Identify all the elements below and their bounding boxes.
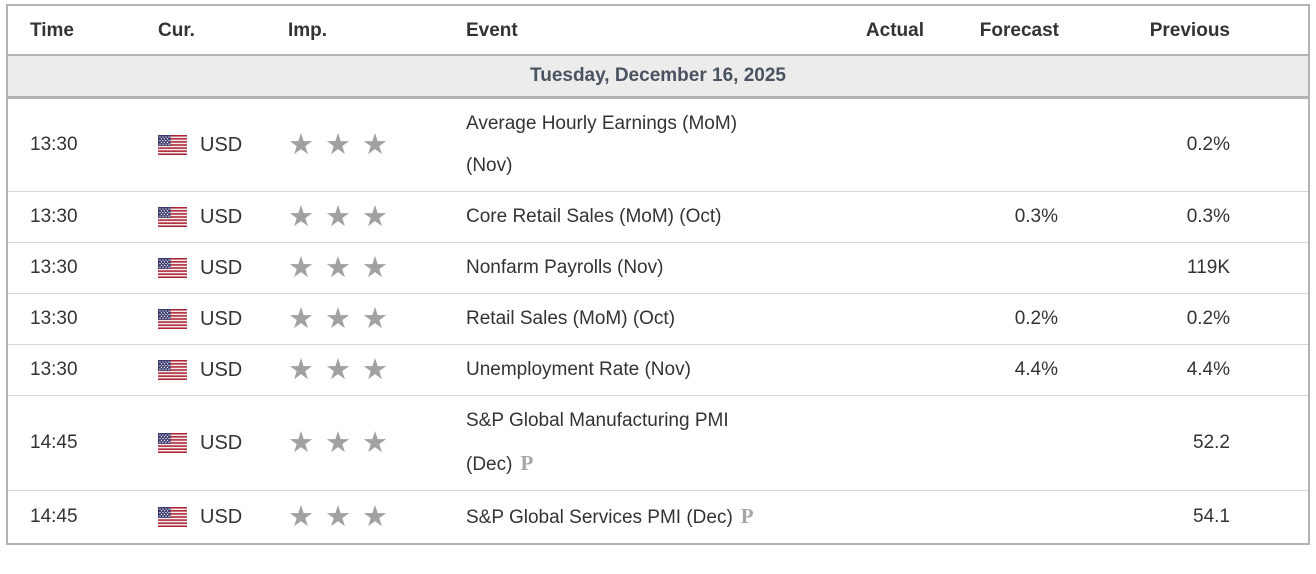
star-icon: ★ — [288, 426, 314, 459]
importance-rating: ★ ★ ★ — [288, 500, 399, 533]
currency-label: USD — [200, 134, 243, 156]
column-header-currency: Cur. — [128, 6, 258, 56]
event-row[interactable]: 13:30 USD ★ ★ ★ Core Retail Sales (MoM) (O… — [8, 191, 1308, 243]
star-icon: ★ — [288, 200, 314, 233]
column-header-previous: Previous — [1059, 6, 1308, 56]
column-header-forecast: Forecast — [924, 6, 1059, 56]
previous-value: 119K — [1059, 242, 1308, 294]
currency-label: USD — [200, 257, 243, 279]
star-icon: ★ — [325, 426, 351, 459]
star-icon: ★ — [325, 251, 351, 284]
event-time: 13:30 — [8, 97, 128, 192]
preliminary-icon: P — [520, 451, 534, 475]
importance-rating: ★ ★ ★ — [288, 302, 399, 335]
importance-rating: ★ ★ ★ — [288, 251, 399, 284]
currency-label: USD — [200, 359, 243, 381]
column-header-time: Time — [8, 6, 128, 56]
us-flag-icon — [158, 309, 187, 329]
star-icon: ★ — [288, 302, 314, 335]
us-flag-icon — [158, 433, 187, 453]
us-flag-icon — [158, 135, 187, 155]
event-time: 14:45 — [8, 395, 128, 491]
economic-calendar-table: Time Cur. Imp. Event Actual Forecast Pre… — [6, 4, 1310, 545]
column-header-importance: Imp. — [258, 6, 436, 56]
event-time: 13:30 — [8, 191, 128, 243]
forecast-value: 0.3% — [924, 191, 1059, 243]
actual-value — [824, 293, 924, 345]
event-time: 13:30 — [8, 344, 128, 396]
event-name[interactable]: S&P Global Services PMI (Dec) P — [466, 504, 754, 528]
calendar-header-row: Time Cur. Imp. Event Actual Forecast Pre… — [8, 6, 1308, 56]
event-time: 13:30 — [8, 242, 128, 294]
event-name[interactable]: Unemployment Rate (Nov) — [466, 359, 691, 380]
event-row[interactable]: 13:30 USD ★ ★ ★ Unemployment Rate (Nov) 4.… — [8, 344, 1308, 396]
preliminary-icon: P — [740, 504, 754, 528]
event-name[interactable]: S&P Global Manufacturing PMI (Dec) P — [466, 410, 729, 475]
us-flag-icon — [158, 207, 187, 227]
date-header-row: Tuesday, December 16, 2025 — [8, 55, 1308, 99]
importance-rating: ★ ★ ★ — [288, 426, 399, 459]
star-icon: ★ — [325, 128, 351, 161]
forecast-value: 4.4% — [924, 344, 1059, 396]
event-row[interactable]: 13:30 USD ★ ★ ★ Average Hourly Earnings (M… — [8, 97, 1308, 192]
column-header-event: Event — [436, 6, 824, 56]
previous-value: 0.3% — [1059, 191, 1308, 243]
previous-value: 0.2% — [1059, 293, 1308, 345]
previous-value: 52.2 — [1059, 395, 1308, 491]
currency-label: USD — [200, 308, 243, 330]
event-name[interactable]: Average Hourly Earnings (MoM) (Nov) — [466, 113, 738, 176]
star-icon: ★ — [288, 500, 314, 533]
actual-value — [824, 97, 924, 192]
event-row[interactable]: 14:45 USD ★ ★ ★ S&P Global Manufacturing P… — [8, 395, 1308, 491]
us-flag-icon — [158, 507, 187, 527]
forecast-value — [924, 491, 1059, 544]
forecast-value — [924, 395, 1059, 491]
star-icon: ★ — [362, 353, 388, 386]
star-icon: ★ — [325, 302, 351, 335]
forecast-value — [924, 242, 1059, 294]
previous-value: 0.2% — [1059, 97, 1308, 192]
forecast-value — [924, 97, 1059, 192]
event-row[interactable]: 13:30 USD ★ ★ ★ Retail Sales (MoM) (Oct) 0… — [8, 293, 1308, 345]
actual-value — [824, 242, 924, 294]
currency-label: USD — [200, 506, 243, 528]
star-icon: ★ — [362, 500, 388, 533]
previous-value: 4.4% — [1059, 344, 1308, 396]
importance-rating: ★ ★ ★ — [288, 353, 399, 386]
star-icon: ★ — [325, 200, 351, 233]
actual-value — [824, 191, 924, 243]
star-icon: ★ — [325, 353, 351, 386]
event-row[interactable]: 14:45 USD ★ ★ ★ S&P Global Services PMI (D… — [8, 491, 1308, 544]
us-flag-icon — [158, 258, 187, 278]
star-icon: ★ — [362, 426, 388, 459]
star-icon: ★ — [362, 302, 388, 335]
star-icon: ★ — [288, 353, 314, 386]
star-icon: ★ — [362, 251, 388, 284]
forecast-value: 0.2% — [924, 293, 1059, 345]
star-icon: ★ — [362, 200, 388, 233]
currency-label: USD — [200, 206, 243, 228]
event-row[interactable]: 13:30 USD ★ ★ ★ Nonfarm Payrolls (Nov) 119… — [8, 242, 1308, 294]
event-time: 13:30 — [8, 293, 128, 345]
importance-rating: ★ ★ ★ — [288, 200, 399, 233]
column-header-actual: Actual — [824, 6, 924, 56]
star-icon: ★ — [288, 128, 314, 161]
star-icon: ★ — [362, 128, 388, 161]
star-icon: ★ — [288, 251, 314, 284]
event-name[interactable]: Core Retail Sales (MoM) (Oct) — [466, 206, 722, 227]
actual-value — [824, 395, 924, 491]
previous-value: 54.1 — [1193, 506, 1230, 527]
event-name[interactable]: Nonfarm Payrolls (Nov) — [466, 257, 664, 278]
star-icon: ★ — [325, 500, 351, 533]
actual-value — [824, 491, 924, 544]
importance-rating: ★ ★ ★ — [288, 128, 399, 161]
us-flag-icon — [158, 360, 187, 380]
actual-value — [824, 344, 924, 396]
currency-label: USD — [200, 432, 243, 454]
date-header-label: Tuesday, December 16, 2025 — [8, 55, 1308, 99]
event-time: 14:45 — [30, 506, 78, 527]
event-name[interactable]: Retail Sales (MoM) (Oct) — [466, 308, 676, 329]
